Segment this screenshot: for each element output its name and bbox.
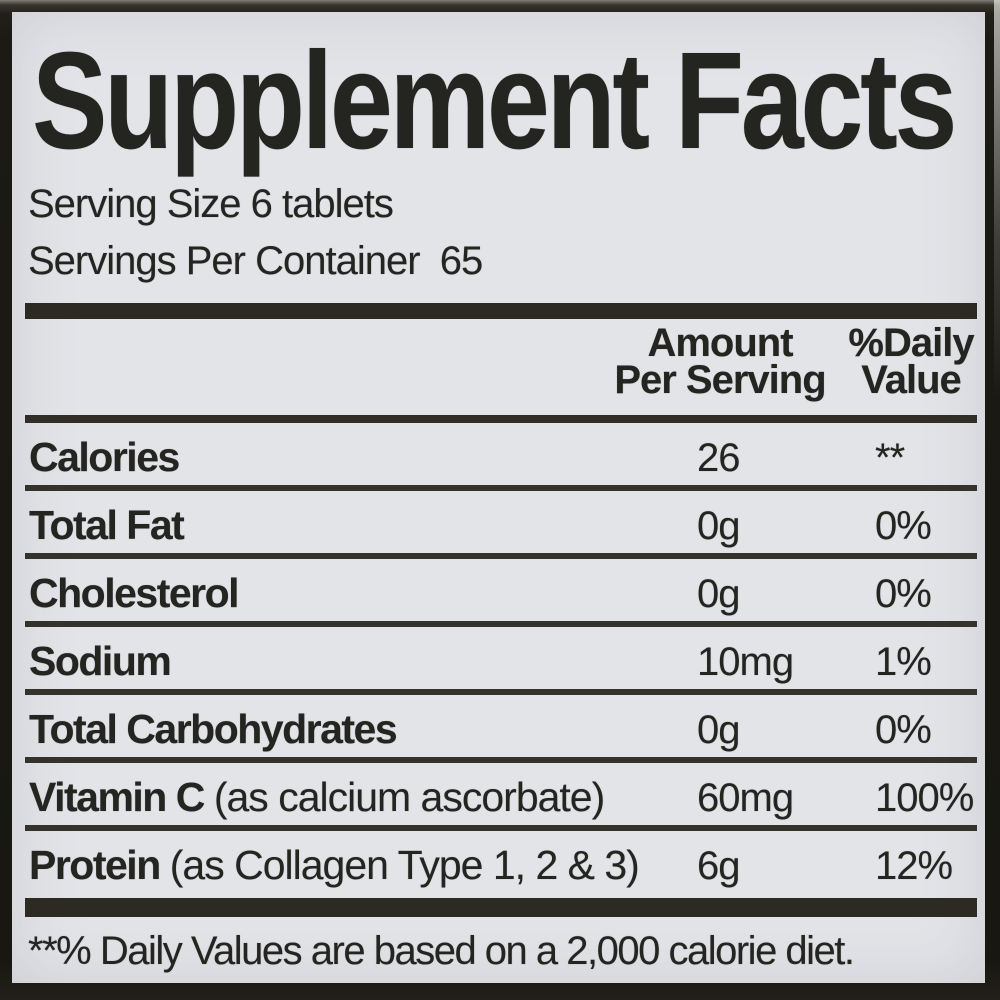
divider-thick-bottom [25, 898, 977, 917]
nutrient-daily-value: 0% [875, 504, 932, 548]
panel-title: Supplement Facts [32, 24, 957, 178]
nutrient-amount: 0g [697, 572, 741, 616]
nutrient-name: Total Fat [29, 502, 185, 548]
column-header-amount-per-serving: Amount Per Serving [614, 321, 826, 402]
nutrient-row-calories: Calories 26 ** [25, 423, 977, 491]
nutrient-amount: 6g [697, 844, 741, 888]
nutrient-name: Vitamin C [29, 774, 205, 820]
nutrient-row-vitamin-c: Vitamin C (as calcium ascorbate) 60mg 100… [25, 763, 977, 831]
nutrient-amount: 26 [697, 436, 741, 480]
nutrient-daily-value: 1% [875, 640, 932, 684]
nutrient-daily-value: 0% [875, 572, 932, 616]
nutrient-daily-value: 0% [875, 708, 932, 752]
nutrient-row-total-carbohydrates: Total Carbohydrates 0g 0% [25, 695, 977, 763]
nutrient-note: (as Collagen Type 1, 2 & 3) [169, 842, 640, 888]
serving-size: Serving Size 6 tablets [28, 182, 394, 226]
table-header-row: Amount Per Serving %Daily Value [25, 319, 977, 423]
servings-per-container: Servings Per Container 65 [28, 239, 483, 283]
nutrient-row-total-fat: Total Fat 0g 0% [25, 491, 977, 559]
nutrient-row-cholesterol: Cholesterol 0g 0% [25, 559, 977, 627]
nutrient-name: Cholesterol [29, 570, 240, 616]
nutrient-amount: 0g [697, 504, 741, 548]
nutrient-row-protein: Protein (as Collagen Type 1, 2 & 3) 6g 12… [25, 831, 977, 893]
supplement-facts-panel: Supplement Facts Serving Size 6 tablets … [12, 12, 985, 983]
column-header-percent-daily-value: %Daily Value [848, 321, 974, 402]
nutrient-name: Total Carbohydrates [29, 706, 398, 752]
nutrient-note: (as calcium ascorbate) [213, 774, 605, 820]
nutrient-amount: 10mg [697, 640, 794, 684]
nutrition-table: Amount Per Serving %Daily Value Calories… [25, 319, 977, 893]
nutrient-amount: 0g [697, 708, 741, 752]
nutrient-daily-value: 100% [875, 776, 974, 820]
header-spacer [25, 325, 595, 399]
nutrient-amount: 60mg [697, 776, 794, 820]
daily-value-footnote: **% Daily Values are based on a 2,000 ca… [28, 929, 855, 973]
nutrient-name: Protein [29, 842, 161, 888]
nutrient-row-sodium: Sodium 10mg 1% [25, 627, 977, 695]
nutrient-daily-value: ** [875, 436, 905, 480]
nutrient-name: Sodium [29, 638, 172, 684]
divider-thick-top [25, 303, 977, 319]
nutrient-daily-value: 12% [875, 844, 953, 888]
nutrient-name: Calories [29, 434, 180, 480]
